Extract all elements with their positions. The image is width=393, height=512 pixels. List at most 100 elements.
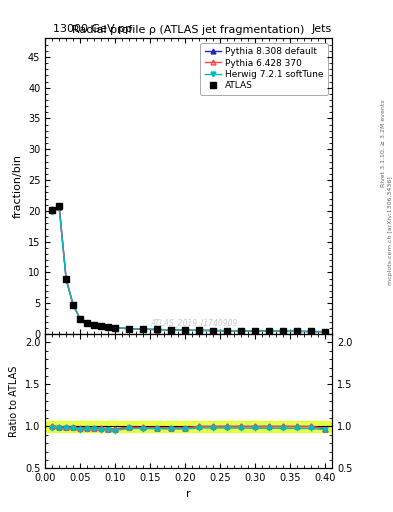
Herwig 7.2.1 softTune <box>50 209 55 215</box>
Herwig 7.2.1 softTune <box>127 326 132 332</box>
ATLAS <box>57 203 62 209</box>
Herwig 7.2.1 softTune <box>309 329 314 335</box>
Pythia 8.308 default <box>99 323 103 329</box>
Pythia 6.428 370 <box>155 327 160 333</box>
Pythia 8.308 default <box>239 328 244 334</box>
Pythia 6.428 370 <box>323 329 327 335</box>
Herwig 7.2.1 softTune <box>113 325 118 331</box>
Pythia 6.428 370 <box>71 302 75 308</box>
Line: ATLAS: ATLAS <box>50 203 328 334</box>
ATLAS <box>106 324 110 330</box>
Pythia 8.308 default <box>211 328 215 334</box>
Pythia 6.428 370 <box>225 328 230 334</box>
Pythia 8.308 default <box>267 328 272 334</box>
ATLAS <box>113 325 118 331</box>
Pythia 6.428 370 <box>169 327 173 333</box>
Line: Pythia 6.428 370: Pythia 6.428 370 <box>50 204 327 334</box>
Herwig 7.2.1 softTune <box>92 322 97 328</box>
Herwig 7.2.1 softTune <box>295 328 299 334</box>
Text: Jets: Jets <box>312 24 332 34</box>
Pythia 8.308 default <box>92 322 97 328</box>
Pythia 6.428 370 <box>64 276 68 282</box>
Herwig 7.2.1 softTune <box>211 328 215 334</box>
Pythia 6.428 370 <box>57 203 62 209</box>
ATLAS <box>253 328 257 334</box>
Herwig 7.2.1 softTune <box>281 328 285 334</box>
ATLAS <box>211 328 215 334</box>
ATLAS <box>239 328 244 334</box>
Pythia 6.428 370 <box>281 328 285 334</box>
Pythia 8.308 default <box>309 328 314 334</box>
Pythia 8.308 default <box>169 327 173 333</box>
ATLAS <box>85 320 90 326</box>
Herwig 7.2.1 softTune <box>253 328 257 334</box>
Herwig 7.2.1 softTune <box>141 326 145 332</box>
Pythia 8.308 default <box>106 324 110 330</box>
ATLAS <box>183 327 187 333</box>
Y-axis label: fraction/bin: fraction/bin <box>12 154 22 218</box>
Pythia 8.308 default <box>127 326 132 332</box>
Herwig 7.2.1 softTune <box>155 327 160 333</box>
Pythia 8.308 default <box>113 325 118 331</box>
Pythia 8.308 default <box>57 203 62 209</box>
ATLAS <box>71 302 75 308</box>
Herwig 7.2.1 softTune <box>99 323 103 329</box>
ATLAS <box>281 328 285 334</box>
ATLAS <box>295 328 299 334</box>
Pythia 8.308 default <box>64 276 68 282</box>
Pythia 6.428 370 <box>106 324 110 330</box>
Text: Rivet 3.1.10, ≥ 3.2M events: Rivet 3.1.10, ≥ 3.2M events <box>381 99 386 187</box>
Pythia 6.428 370 <box>183 327 187 333</box>
Text: ATLAS_2019_I1740909: ATLAS_2019_I1740909 <box>150 318 237 327</box>
Pythia 8.308 default <box>323 329 327 335</box>
ATLAS <box>309 328 314 334</box>
Legend: Pythia 8.308 default, Pythia 6.428 370, Herwig 7.2.1 softTune, ATLAS: Pythia 8.308 default, Pythia 6.428 370, … <box>200 43 328 95</box>
ATLAS <box>50 206 55 212</box>
Herwig 7.2.1 softTune <box>71 302 75 308</box>
ATLAS <box>169 327 173 333</box>
Pythia 8.308 default <box>225 328 230 334</box>
Pythia 6.428 370 <box>92 322 97 328</box>
Line: Pythia 8.308 default: Pythia 8.308 default <box>50 204 327 334</box>
ATLAS <box>267 328 272 334</box>
Bar <box>45 420 332 432</box>
Pythia 8.308 default <box>197 327 202 333</box>
ATLAS <box>92 322 97 328</box>
Herwig 7.2.1 softTune <box>169 327 173 333</box>
X-axis label: r: r <box>186 489 191 499</box>
Herwig 7.2.1 softTune <box>183 327 187 333</box>
Line: Herwig 7.2.1 softTune: Herwig 7.2.1 softTune <box>50 206 327 334</box>
Herwig 7.2.1 softTune <box>267 328 272 334</box>
ATLAS <box>64 275 68 282</box>
Pythia 6.428 370 <box>267 328 272 334</box>
Pythia 8.308 default <box>141 326 145 332</box>
Pythia 6.428 370 <box>295 328 299 334</box>
Herwig 7.2.1 softTune <box>78 316 83 323</box>
ATLAS <box>99 323 103 329</box>
Pythia 8.308 default <box>78 316 83 322</box>
Herwig 7.2.1 softTune <box>225 328 230 334</box>
Pythia 6.428 370 <box>211 328 215 334</box>
ATLAS <box>197 327 202 333</box>
Herwig 7.2.1 softTune <box>106 324 110 330</box>
Pythia 6.428 370 <box>309 328 314 334</box>
Herwig 7.2.1 softTune <box>64 277 68 283</box>
Herwig 7.2.1 softTune <box>57 205 62 211</box>
Pythia 8.308 default <box>50 206 55 212</box>
Pythia 8.308 default <box>183 327 187 333</box>
ATLAS <box>323 329 327 335</box>
Pythia 6.428 370 <box>99 323 103 329</box>
Herwig 7.2.1 softTune <box>323 329 327 335</box>
Pythia 8.308 default <box>295 328 299 334</box>
ATLAS <box>127 326 132 332</box>
Pythia 6.428 370 <box>113 325 118 331</box>
Text: 13000 GeV pp: 13000 GeV pp <box>53 24 132 34</box>
Pythia 6.428 370 <box>127 326 132 332</box>
Pythia 6.428 370 <box>253 328 257 334</box>
Herwig 7.2.1 softTune <box>85 320 90 326</box>
Herwig 7.2.1 softTune <box>239 328 244 334</box>
Pythia 6.428 370 <box>141 326 145 332</box>
Pythia 6.428 370 <box>78 316 83 322</box>
Pythia 6.428 370 <box>239 328 244 334</box>
Y-axis label: Ratio to ATLAS: Ratio to ATLAS <box>9 366 19 437</box>
